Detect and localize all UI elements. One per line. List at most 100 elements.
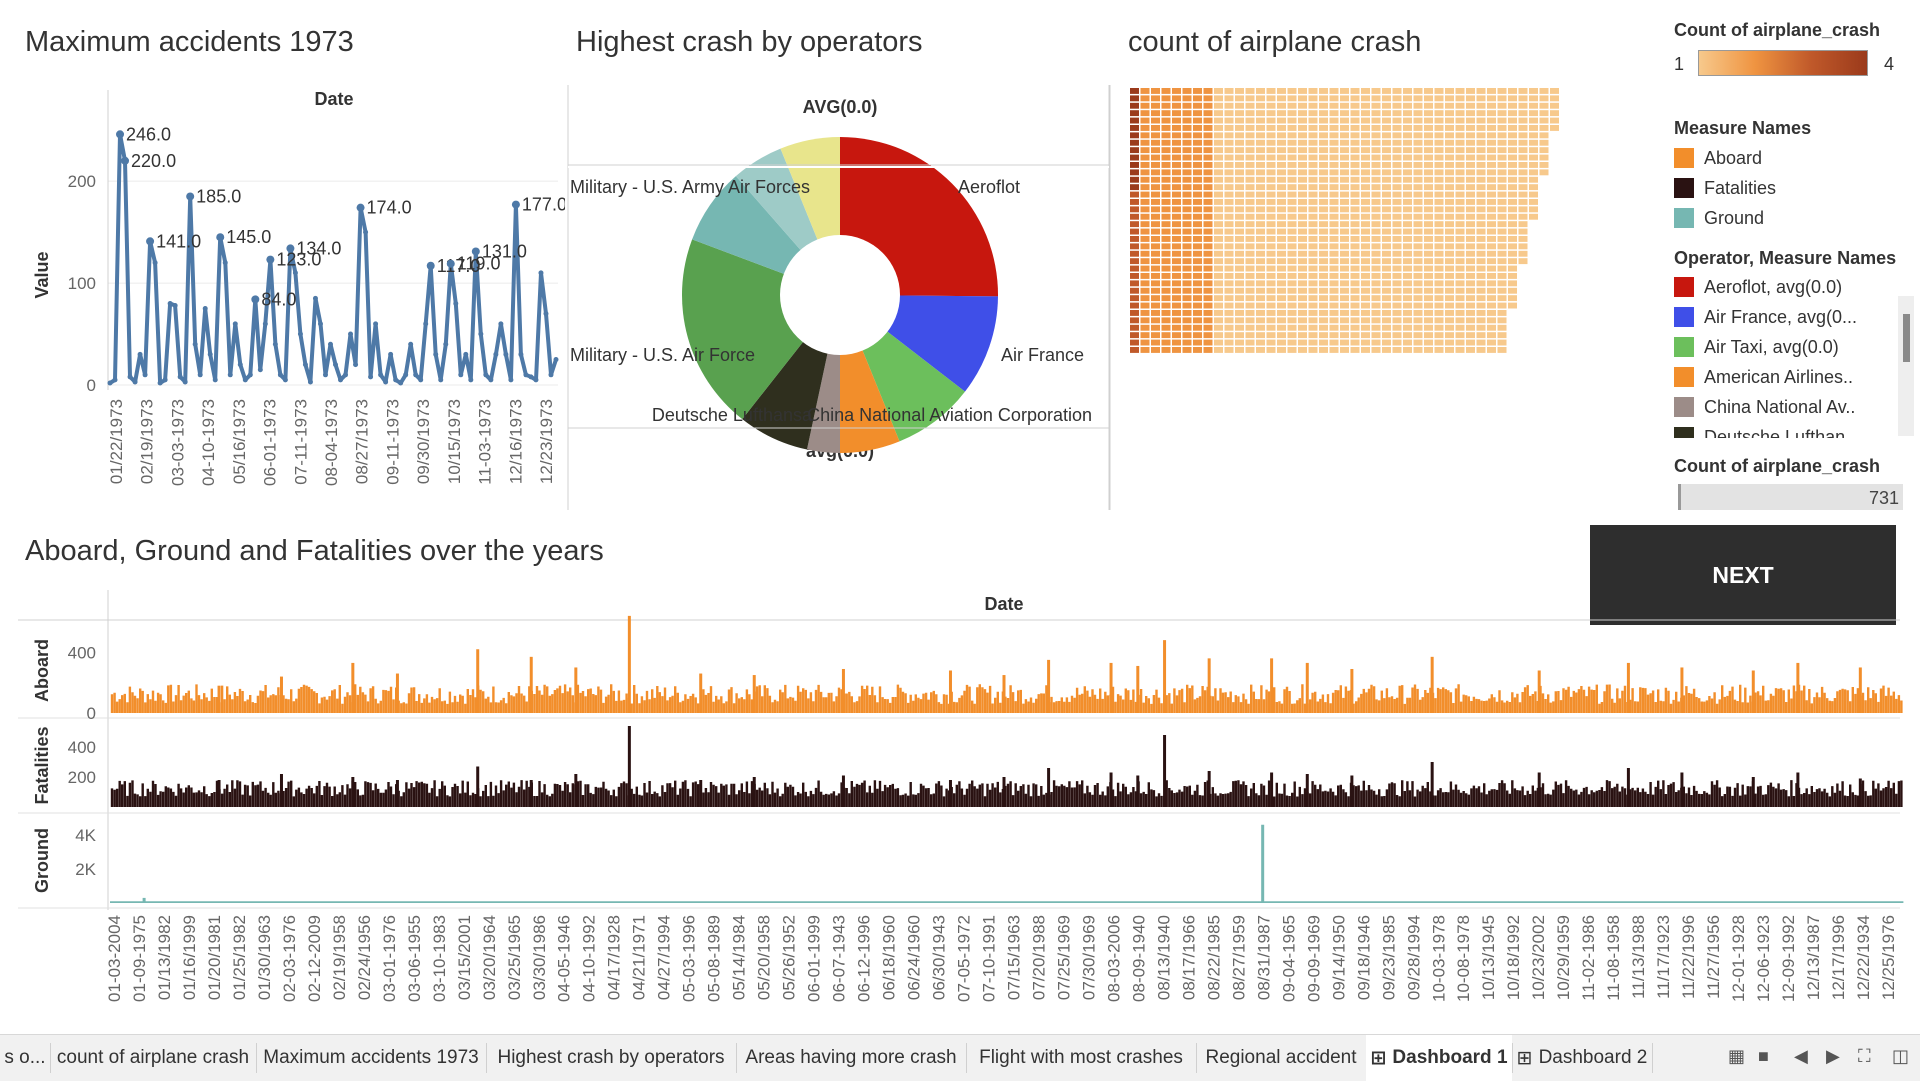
heat-cell	[1130, 347, 1139, 353]
filmstrip-icon[interactable]: ■	[1758, 1046, 1769, 1066]
heat-cell	[1140, 287, 1150, 294]
heat-cell	[1445, 280, 1454, 287]
heat-cell	[1371, 339, 1381, 346]
heat-cell	[1361, 199, 1370, 205]
next-sheet-icon[interactable]: ▶	[1826, 1046, 1840, 1066]
grid-view-icon[interactable]: ▦	[1728, 1046, 1746, 1066]
heat-cell	[1140, 228, 1150, 235]
heat-cell	[1151, 228, 1160, 235]
pie-chart[interactable]: AVG(0.0)0avg(0.0)0AeroflotAir FranceChin…	[566, 80, 1110, 510]
operator-legend-item-0[interactable]: Aeroflot, avg(0.0)	[1674, 274, 1842, 300]
heat-cell	[1287, 339, 1297, 346]
heat-cell	[1224, 139, 1234, 146]
heat-cell	[1518, 213, 1528, 220]
bars-x-tick-57: 10/23/2002	[1529, 915, 1548, 1000]
sheet-tab-0[interactable]: s o...	[0, 1035, 50, 1081]
measure-legend-item-1[interactable]: Fatalities	[1674, 175, 1776, 201]
sheet-tab-8[interactable]: ⊞ Dashboard 2	[1512, 1035, 1652, 1081]
heat-cell	[1497, 102, 1507, 109]
heat-cell	[1308, 199, 1318, 205]
heat-cell	[1445, 265, 1454, 272]
heat-cell	[1466, 102, 1475, 109]
heat-cell	[1256, 324, 1265, 331]
heat-cell	[1224, 199, 1234, 205]
heat-cell	[1277, 324, 1286, 331]
next-button[interactable]: NEXT	[1590, 525, 1896, 625]
heat-cell	[1130, 206, 1139, 213]
heat-cell	[1203, 332, 1213, 339]
heat-cell	[1508, 228, 1517, 235]
heat-cell	[1350, 228, 1360, 235]
line-point-6	[137, 351, 143, 357]
line-point-27	[242, 377, 248, 383]
heat-cell	[1382, 125, 1391, 131]
heatmap-chart[interactable]	[1108, 80, 1660, 510]
operator-legend[interactable]: Aeroflot, avg(0.0) Air France, avg(0... Ai…	[1674, 274, 1894, 438]
heat-cell	[1329, 206, 1339, 213]
heat-cell	[1140, 221, 1150, 228]
bars-x-tick-43: 08/17/1966	[1179, 915, 1198, 1000]
heat-cell	[1455, 125, 1465, 131]
count-filter-slider[interactable]: 731	[1678, 484, 1903, 510]
heat-cell	[1256, 317, 1265, 324]
heat-cell	[1172, 317, 1181, 324]
fullscreen-icon[interactable]: ⛶	[1858, 1046, 1871, 1066]
heat-cell	[1161, 310, 1171, 316]
sheet-tab-2[interactable]: Maximum accidents 1973	[256, 1035, 486, 1081]
heat-cell	[1203, 317, 1213, 324]
heat-cell	[1497, 221, 1507, 228]
measure-legend-item-label: Aboard	[1704, 147, 1763, 168]
operator-legend-item-1[interactable]: Air France, avg(0...	[1674, 304, 1857, 330]
sheet-tab-7[interactable]: ⊞ Dashboard 1	[1366, 1035, 1512, 1081]
heat-cell	[1172, 169, 1181, 176]
heat-cell	[1182, 125, 1192, 131]
tab-separator	[50, 1043, 51, 1073]
operator-legend-item-3[interactable]: American Airlines..	[1674, 364, 1853, 390]
heat-cell	[1298, 258, 1307, 265]
heat-cell	[1403, 191, 1412, 198]
operator-legend-item-4[interactable]: China National Av..	[1674, 394, 1855, 420]
heat-cell	[1308, 213, 1318, 220]
sheet-tab-5[interactable]: Flight with most crashes	[966, 1035, 1196, 1081]
heat-cell	[1424, 213, 1433, 220]
sheet-tab-3[interactable]: Highest crash by operators	[486, 1035, 736, 1081]
heat-cell	[1340, 324, 1349, 331]
heat-cell	[1203, 199, 1213, 205]
heat-cell	[1319, 258, 1328, 265]
operator-legend-scrollbar[interactable]	[1898, 296, 1914, 436]
presentation-icon[interactable]: ◫	[1892, 1046, 1910, 1066]
prev-sheet-icon[interactable]: ◀	[1794, 1046, 1808, 1066]
heat-cell	[1235, 332, 1244, 339]
sheet-tab-4[interactable]: Areas having more crash	[736, 1035, 966, 1081]
heat-cell	[1151, 162, 1160, 168]
operator-legend-item-5[interactable]: Deutsche Lufthan	[1674, 424, 1845, 438]
heat-cell	[1392, 339, 1402, 346]
heat-cell	[1497, 117, 1507, 124]
heat-cell	[1487, 295, 1496, 302]
heat-cell	[1308, 302, 1318, 309]
heat-cell	[1466, 206, 1475, 213]
measure-legend-item-2[interactable]: Ground	[1674, 205, 1764, 231]
operator-legend-item-2[interactable]: Air Taxi, avg(0.0)	[1674, 334, 1839, 360]
sheet-tab-6[interactable]: Regional accident	[1196, 1035, 1366, 1081]
heat-cell	[1539, 88, 1549, 94]
heat-cell	[1329, 302, 1339, 309]
heat-cell	[1277, 125, 1286, 131]
measure-legend-item-0[interactable]: Aboard	[1674, 145, 1762, 171]
heat-cell	[1445, 102, 1454, 109]
heat-cell	[1350, 273, 1360, 279]
bars-x-tick-65: 12-01-1928	[1729, 915, 1748, 1002]
heat-cell	[1424, 258, 1433, 265]
heat-cell	[1256, 339, 1265, 346]
heat-cell	[1235, 243, 1244, 250]
sheet-tab-1[interactable]: count of airplane crash	[50, 1035, 256, 1081]
heat-cell	[1266, 117, 1276, 124]
line-point-61	[413, 372, 419, 378]
line-chart[interactable]: DateValue0100200246.0220.0141.0185.0145.…	[0, 80, 565, 510]
heat-cell	[1308, 310, 1318, 316]
heat-cell	[1476, 273, 1486, 279]
heat-cell	[1182, 191, 1192, 198]
scrollbar-thumb[interactable]	[1903, 314, 1910, 362]
heat-cell	[1476, 95, 1486, 102]
